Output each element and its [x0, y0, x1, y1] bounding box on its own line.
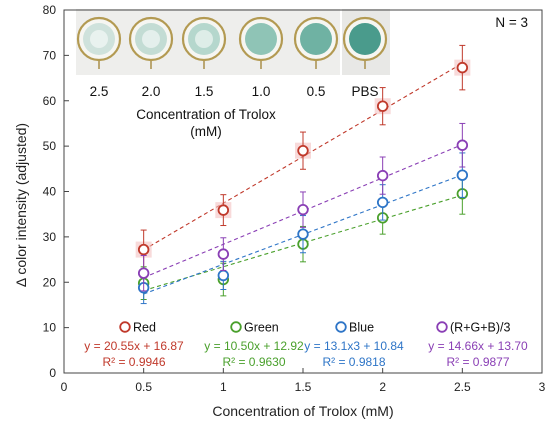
data-point	[297, 203, 309, 216]
fit-equation: y = 10.50x + 12.92	[204, 339, 304, 353]
x-tick-label: 2.5	[454, 380, 471, 394]
y-tick-label: 50	[43, 139, 57, 153]
data-point	[137, 267, 150, 279]
inset-concentration-label: 2.0	[142, 84, 161, 99]
fit-equation: y = 20.55x + 16.87	[84, 339, 184, 353]
inset-concentration-label: 2.5	[90, 84, 109, 99]
spot-center	[142, 30, 160, 48]
inset-concentration-label: 1.0	[252, 84, 271, 99]
legend-marker	[230, 321, 242, 333]
fit-equation: y = 14.66x + 13.70	[428, 339, 528, 353]
data-point	[376, 169, 389, 182]
fit-equation: y = 13.1x3 + 10.84	[304, 339, 404, 353]
y-tick-label: 80	[43, 3, 57, 17]
y-tick-label: 70	[43, 48, 57, 62]
inset-title: Concentration of Trolox	[136, 107, 276, 122]
data-point	[217, 204, 230, 216]
spot-center	[195, 30, 213, 48]
y-tick-label: 60	[43, 94, 57, 108]
spot-fill	[300, 23, 332, 55]
y-tick-label: 20	[43, 275, 57, 289]
y-tick-label: 30	[43, 230, 57, 244]
x-tick-label: 0.5	[135, 380, 152, 394]
data-point	[456, 169, 469, 181]
inset-photo-panel: 2.5 2.0 1.5 1.0 0.5 PBS Concentration of Trolo…	[76, 9, 390, 139]
inset-title-unit: (mM)	[190, 124, 221, 139]
data-points	[135, 44, 471, 305]
legend-label: Red	[133, 321, 156, 335]
data-point	[456, 61, 469, 74]
spot-fill	[245, 23, 277, 55]
x-tick-label: 1.5	[295, 380, 312, 394]
data-point	[456, 139, 469, 151]
data-point	[137, 243, 150, 256]
data-point	[217, 248, 230, 260]
data-point	[376, 100, 389, 112]
y-tick-label: 0	[49, 366, 56, 380]
legend-label: (R+G+B)/3	[450, 321, 510, 335]
y-tick-label: 10	[43, 321, 57, 335]
sample-size-annotation: N = 3	[495, 15, 528, 30]
legend-label: Blue	[349, 321, 374, 335]
legend-marker	[436, 321, 448, 333]
inset-concentration-label: 1.5	[195, 84, 214, 99]
fit-r-squared: R² = 0.9630	[222, 355, 285, 369]
legend-marker	[119, 321, 131, 333]
fit-r-squared: R² = 0.9818	[322, 355, 385, 369]
spot-center	[90, 30, 108, 48]
x-tick-label: 1	[220, 380, 227, 394]
fit-line	[143, 144, 463, 279]
legend-marker	[335, 321, 347, 333]
x-tick-label: 0	[61, 380, 68, 394]
data-point	[217, 269, 230, 282]
fit-r-squared: R² = 0.9946	[102, 355, 165, 369]
y-tick-label: 40	[43, 185, 57, 199]
fit-r-squared: R² = 0.9877	[446, 355, 509, 369]
data-point	[297, 228, 309, 240]
data-point	[376, 196, 389, 209]
x-tick-label: 3	[539, 380, 546, 394]
inset-concentration-label: PBS	[351, 84, 378, 99]
y-axis-title: Δ color intensity (adjusted)	[13, 123, 29, 287]
legend: Red y = 20.55x + 16.87 R² = 0.9946 Green y =…	[84, 321, 528, 370]
inset-concentration-label: 0.5	[307, 84, 326, 99]
chart-axes: 0 10 20 30 40 50 60 70 80 0 0.5 1 1.5 2 2.5 3	[43, 3, 546, 394]
x-tick-label: 2	[379, 380, 386, 394]
spot-fill	[349, 23, 381, 55]
x-axis-title: Concentration of Trolox (mM)	[212, 403, 393, 419]
data-point	[297, 144, 309, 157]
legend-label: Green	[244, 321, 279, 335]
